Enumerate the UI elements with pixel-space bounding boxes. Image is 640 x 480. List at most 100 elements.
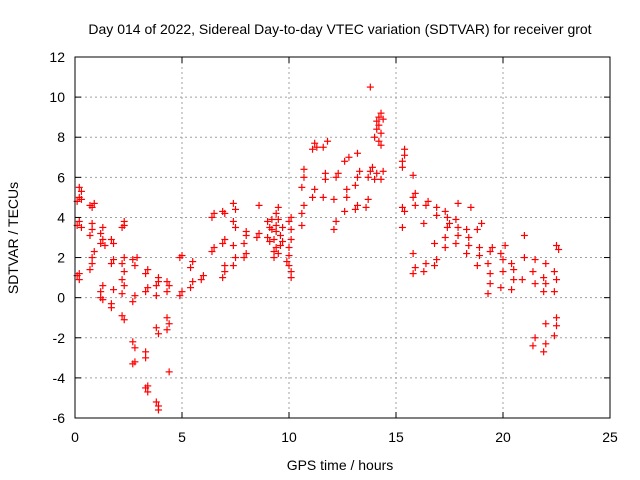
data-point — [379, 115, 387, 123]
data-point — [443, 213, 451, 221]
x-tick-label: 5 — [178, 429, 186, 445]
data-point — [553, 314, 560, 322]
data-point — [529, 342, 537, 350]
data-point — [377, 109, 385, 117]
data-point — [189, 278, 197, 286]
data-point — [229, 242, 237, 250]
data-point — [118, 290, 126, 298]
data-point — [332, 217, 340, 225]
data-point — [520, 254, 528, 262]
data-point — [454, 231, 462, 239]
data-point — [272, 227, 280, 235]
data-point — [88, 260, 96, 268]
data-point — [334, 169, 342, 177]
data-point — [242, 227, 250, 235]
data-point — [120, 268, 128, 276]
data-point — [120, 221, 128, 229]
data-point — [221, 268, 229, 276]
data-point — [97, 229, 105, 237]
data-point — [219, 274, 227, 282]
data-point — [283, 258, 291, 266]
data-point — [508, 286, 516, 294]
data-point — [401, 207, 409, 215]
data-point — [401, 151, 409, 159]
data-point — [163, 278, 171, 286]
data-point — [131, 262, 139, 270]
data-point — [152, 398, 160, 406]
data-point — [232, 205, 239, 213]
data-point — [510, 266, 518, 274]
data-point — [377, 129, 385, 137]
x-tick-label: 0 — [71, 429, 79, 445]
data-point — [311, 139, 319, 147]
grid-lines — [75, 57, 610, 418]
data-point — [484, 260, 492, 268]
data-point — [144, 388, 152, 396]
data-point — [441, 244, 449, 252]
data-point — [411, 201, 419, 209]
data-point — [313, 143, 321, 151]
data-point — [266, 238, 274, 246]
data-point — [131, 292, 139, 300]
data-point — [499, 256, 507, 264]
data-point — [253, 234, 261, 241]
data-point — [508, 260, 516, 268]
data-point — [229, 199, 237, 207]
data-point — [270, 236, 278, 244]
data-point — [75, 276, 83, 284]
data-point — [270, 254, 278, 262]
data-point — [272, 209, 280, 217]
data-point — [542, 260, 550, 268]
data-point — [298, 221, 306, 229]
data-point — [187, 264, 195, 272]
data-point — [107, 236, 115, 244]
data-point — [356, 167, 364, 175]
data-point — [110, 240, 118, 248]
data-point — [351, 205, 359, 213]
data-point — [287, 274, 295, 282]
data-point — [276, 242, 284, 250]
data-point — [154, 406, 162, 414]
data-point — [152, 324, 160, 332]
data-point — [110, 286, 118, 294]
data-point — [420, 268, 428, 276]
data-point — [531, 256, 539, 264]
data-point — [178, 252, 186, 260]
data-point — [229, 217, 237, 225]
y-tick-label: 2 — [57, 250, 65, 266]
data-point — [377, 141, 385, 149]
x-axis-title: GPS time / hours — [287, 457, 394, 473]
data-point — [398, 163, 406, 171]
data-point — [553, 276, 560, 284]
data-point — [324, 137, 332, 145]
data-point — [142, 384, 150, 392]
data-point — [163, 288, 171, 296]
data-point — [232, 223, 239, 231]
data-point — [88, 254, 96, 262]
data-point — [332, 173, 340, 181]
data-point — [343, 185, 351, 193]
data-point — [300, 165, 308, 173]
data-point — [465, 242, 473, 250]
data-point — [120, 254, 128, 262]
data-point — [401, 145, 409, 153]
data-point — [208, 248, 216, 256]
data-point — [279, 238, 287, 246]
data-point — [268, 215, 276, 223]
data-point — [373, 117, 381, 125]
data-point — [488, 244, 496, 252]
data-point — [411, 189, 419, 197]
data-point — [86, 266, 94, 274]
y-tick-label: -4 — [53, 370, 66, 386]
data-point — [163, 326, 171, 334]
data-point — [75, 183, 83, 191]
data-point — [375, 137, 383, 145]
data-point — [255, 229, 263, 237]
data-point — [319, 143, 327, 151]
data-point — [422, 201, 430, 209]
data-point — [319, 193, 327, 201]
data-point — [431, 240, 439, 248]
data-point — [264, 217, 272, 225]
data-point — [409, 270, 417, 278]
